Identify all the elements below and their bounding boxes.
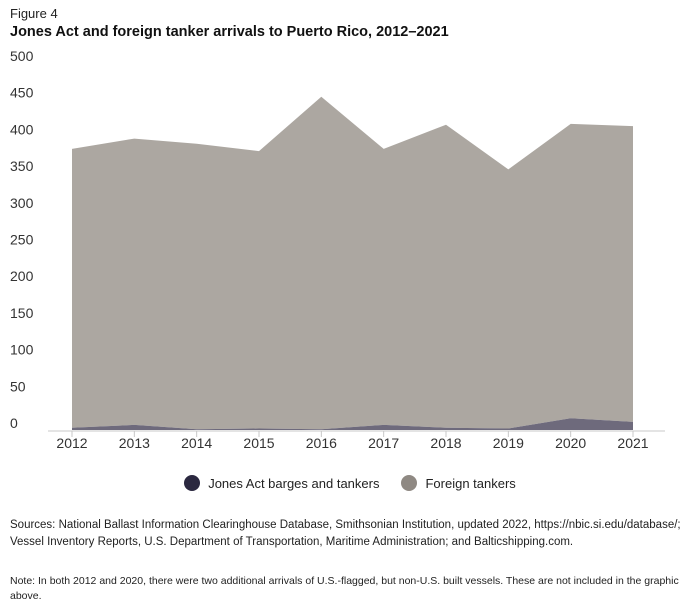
legend-item-jones-act: Jones Act barges and tankers bbox=[184, 475, 379, 491]
x-axis: 2012 2013 2014 2015 2016 2017 2018 2019 2020 2021 bbox=[56, 431, 649, 451]
y-tick-label: 50 bbox=[10, 378, 26, 394]
x-tick-label: 2019 bbox=[493, 435, 524, 451]
x-tick-label: 2020 bbox=[555, 435, 586, 451]
y-tick-label: 500 bbox=[10, 48, 34, 64]
x-tick-label: 2016 bbox=[306, 435, 337, 451]
legend-swatch-foreign bbox=[401, 475, 418, 491]
y-axis: 0 50 100 150 200 250 300 350 400 450 500 bbox=[10, 48, 34, 431]
chart-title: Jones Act and foreign tanker arrivals to… bbox=[10, 24, 449, 40]
y-tick-label: 400 bbox=[10, 121, 34, 137]
x-tick-label: 2014 bbox=[181, 435, 212, 451]
x-tick-label: 2017 bbox=[368, 435, 399, 451]
legend-label-foreign: Foreign tankers bbox=[425, 475, 516, 491]
y-tick-label: 250 bbox=[10, 232, 34, 248]
y-tick-label: 0 bbox=[10, 415, 18, 431]
y-tick-label: 350 bbox=[10, 158, 34, 174]
legend-label-jones-act: Jones Act barges and tankers bbox=[208, 475, 380, 491]
figure-label: Figure 4 bbox=[10, 6, 58, 21]
area-series-jones-act-barges-and-tankers bbox=[72, 418, 633, 430]
legend-item-foreign: Foreign tankers bbox=[401, 475, 516, 491]
x-tick-label: 2015 bbox=[243, 435, 274, 451]
note-text: Note: In both 2012 and 2020, there were … bbox=[10, 575, 679, 603]
sources-text: Sources: National Ballast Information Cl… bbox=[10, 519, 681, 548]
y-tick-label: 450 bbox=[10, 85, 34, 101]
y-tick-label: 100 bbox=[10, 342, 34, 358]
legend-swatch-jones-act bbox=[184, 475, 201, 491]
x-tick-label: 2021 bbox=[617, 435, 648, 451]
plot-areas bbox=[72, 96, 633, 430]
y-tick-label: 200 bbox=[10, 268, 34, 284]
x-tick-label: 2012 bbox=[56, 435, 87, 451]
area-series-foreign-tankers bbox=[72, 96, 633, 430]
y-tick-label: 150 bbox=[10, 305, 34, 321]
x-tick-label: 2018 bbox=[430, 435, 461, 451]
x-tick-label: 2013 bbox=[119, 435, 150, 451]
legend: Jones Act barges and tankers Foreign tan… bbox=[0, 475, 700, 491]
y-tick-label: 300 bbox=[10, 195, 34, 211]
